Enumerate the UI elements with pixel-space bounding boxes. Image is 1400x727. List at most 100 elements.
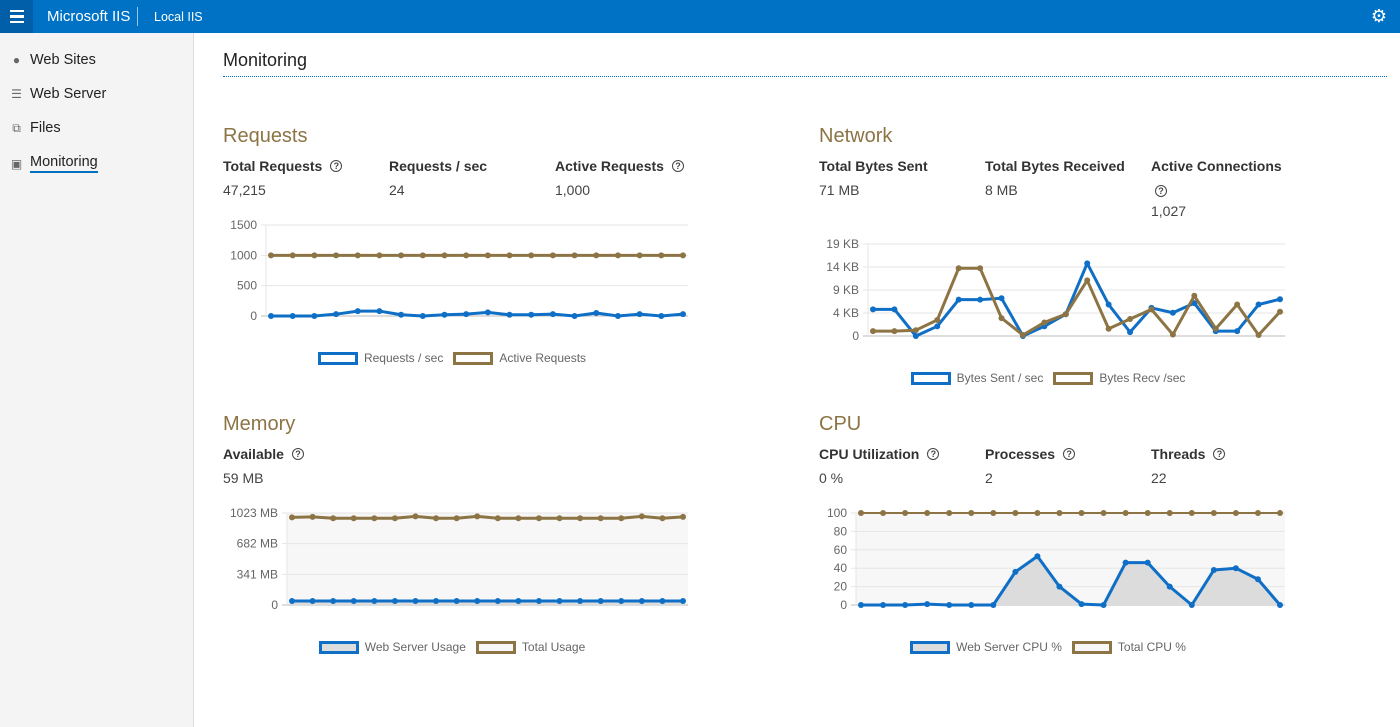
data-point bbox=[371, 597, 378, 604]
data-point bbox=[1012, 568, 1019, 575]
memory-chart: 0 341 MB 682 MB 1023 MB bbox=[230, 506, 688, 612]
data-point bbox=[391, 597, 398, 604]
data-point bbox=[1191, 292, 1198, 299]
legend-item-total-usage[interactable]: Total Usage bbox=[475, 640, 585, 654]
legend-item-bytes-sent[interactable]: Bytes Sent / sec bbox=[910, 371, 1043, 385]
stat-processes: Processes? 2 bbox=[985, 446, 1145, 486]
data-point bbox=[494, 597, 501, 604]
data-point bbox=[1234, 328, 1241, 335]
data-point bbox=[990, 510, 997, 516]
stat-value: 1,000 bbox=[555, 182, 591, 198]
data-point bbox=[1034, 553, 1041, 560]
y-tick-label: 0 bbox=[840, 598, 847, 612]
data-point bbox=[1166, 510, 1173, 516]
data-point bbox=[636, 311, 643, 318]
data-point bbox=[1041, 319, 1048, 326]
legend-item-requests-sec[interactable]: Requests / sec bbox=[317, 351, 444, 365]
data-point bbox=[515, 597, 522, 604]
data-point bbox=[658, 252, 665, 259]
data-point bbox=[549, 252, 556, 259]
data-point bbox=[506, 311, 513, 318]
y-tick-label: 1023 MB bbox=[230, 506, 278, 520]
data-point bbox=[289, 597, 295, 604]
help-icon[interactable]: ? bbox=[1063, 448, 1076, 460]
legend-label: Web Server CPU % bbox=[956, 640, 1062, 654]
data-point bbox=[289, 252, 296, 259]
data-point bbox=[311, 252, 318, 259]
data-point bbox=[1254, 576, 1261, 583]
stat-label: Total Requests bbox=[223, 158, 323, 174]
legend-swatch bbox=[475, 640, 516, 654]
data-point bbox=[441, 252, 448, 259]
gear-icon[interactable]: ⚙ bbox=[1370, 6, 1387, 26]
stat-label: Available bbox=[223, 446, 284, 462]
memory-heading: Memory bbox=[223, 413, 296, 435]
sidebar-item-monitoring[interactable]: ▣ Monitoring bbox=[10, 154, 98, 173]
data-point bbox=[528, 311, 535, 318]
help-icon[interactable]: ? bbox=[291, 448, 304, 460]
data-point bbox=[658, 313, 665, 319]
y-tick-label: 0 bbox=[271, 598, 278, 612]
legend-item-total-cpu[interactable]: Total CPU % bbox=[1071, 640, 1186, 654]
title-divider bbox=[223, 76, 1387, 77]
help-icon[interactable]: ? bbox=[1213, 448, 1226, 460]
legend-item-web-server-usage[interactable]: Web Server Usage bbox=[318, 640, 466, 654]
data-point bbox=[955, 296, 962, 303]
sidebar-item-web-server[interactable]: ☰ Web Server bbox=[10, 86, 106, 102]
data-point bbox=[1254, 510, 1261, 516]
data-point bbox=[597, 515, 604, 522]
memory-legend: Web Server Usage Total Usage bbox=[212, 640, 692, 654]
legend-item-web-server-cpu[interactable]: Web Server CPU % bbox=[910, 640, 1062, 654]
sidebar-item-files[interactable]: ⧉ Files bbox=[10, 120, 60, 136]
help-icon[interactable]: ? bbox=[927, 448, 940, 460]
data-point bbox=[924, 601, 931, 608]
help-icon[interactable]: ? bbox=[330, 160, 343, 172]
data-point bbox=[1255, 332, 1262, 339]
data-point bbox=[330, 597, 337, 604]
y-tick-label: 9 KB bbox=[833, 283, 859, 297]
data-point bbox=[1122, 510, 1129, 516]
stat-active-connections: Active Connections ? 1,027 bbox=[1151, 158, 1311, 219]
data-point bbox=[1127, 316, 1134, 323]
data-point bbox=[571, 313, 578, 319]
series-line bbox=[291, 514, 684, 520]
data-point bbox=[1105, 325, 1112, 332]
sidebar-item-web-sites[interactable]: ● Web Sites bbox=[10, 52, 96, 68]
data-point bbox=[1144, 559, 1151, 566]
data-point bbox=[618, 515, 625, 522]
requests-heading: Requests bbox=[223, 125, 308, 147]
data-point bbox=[453, 515, 460, 522]
data-point bbox=[946, 510, 953, 516]
data-point bbox=[1188, 510, 1195, 516]
y-tick-label: 14 KB bbox=[826, 260, 859, 274]
server-name[interactable]: Local IIS bbox=[154, 10, 203, 24]
y-tick-label: 1000 bbox=[230, 248, 257, 262]
data-point bbox=[391, 515, 398, 522]
help-icon[interactable]: ? bbox=[1155, 185, 1167, 197]
help-icon[interactable]: ? bbox=[671, 160, 684, 172]
stat-label: Active Requests bbox=[555, 158, 664, 174]
data-point bbox=[453, 597, 460, 604]
data-point bbox=[659, 515, 666, 522]
legend-item-active-requests[interactable]: Active Requests bbox=[453, 351, 586, 365]
data-point bbox=[1144, 510, 1151, 516]
y-tick-label: 100 bbox=[827, 506, 847, 520]
data-point bbox=[1210, 567, 1217, 574]
y-tick-label: 60 bbox=[834, 543, 848, 557]
stat-total-bytes-sent: Total Bytes Sent 71 MB bbox=[819, 158, 979, 198]
stat-value: 24 bbox=[389, 182, 405, 198]
data-point bbox=[990, 602, 997, 608]
hamburger-icon[interactable] bbox=[0, 0, 33, 33]
data-point bbox=[484, 309, 491, 316]
data-point bbox=[330, 515, 337, 522]
data-point bbox=[398, 311, 405, 318]
y-tick-label: 19 KB bbox=[826, 237, 859, 251]
legend-label: Web Server Usage bbox=[364, 640, 466, 654]
legend-label: Requests / sec bbox=[363, 351, 444, 365]
data-point bbox=[998, 315, 1005, 322]
stat-label: CPU Utilization bbox=[819, 446, 920, 462]
data-point bbox=[311, 313, 318, 319]
legend-item-bytes-recv[interactable]: Bytes Recv /sec bbox=[1053, 371, 1185, 385]
legend-swatch bbox=[317, 351, 358, 365]
brand-title[interactable]: Microsoft IIS bbox=[47, 8, 131, 25]
